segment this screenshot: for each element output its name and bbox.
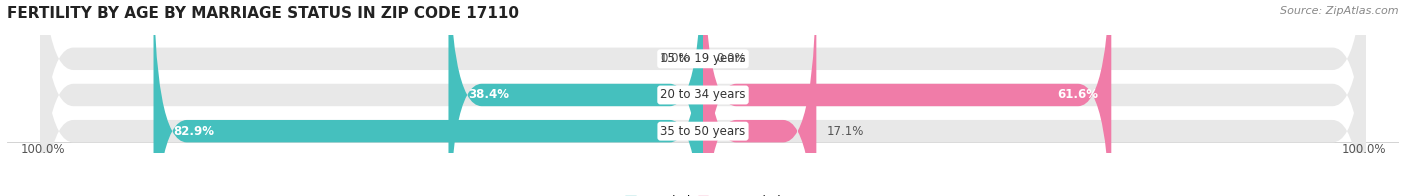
FancyBboxPatch shape <box>41 0 1365 196</box>
FancyBboxPatch shape <box>449 0 703 196</box>
Text: 17.1%: 17.1% <box>827 125 863 138</box>
Text: 0.0%: 0.0% <box>661 52 690 65</box>
Text: 61.6%: 61.6% <box>1057 88 1098 102</box>
FancyBboxPatch shape <box>153 0 703 196</box>
Text: 20 to 34 years: 20 to 34 years <box>661 88 745 102</box>
Text: FERTILITY BY AGE BY MARRIAGE STATUS IN ZIP CODE 17110: FERTILITY BY AGE BY MARRIAGE STATUS IN Z… <box>7 6 519 21</box>
FancyBboxPatch shape <box>703 0 817 196</box>
Text: 35 to 50 years: 35 to 50 years <box>661 125 745 138</box>
FancyBboxPatch shape <box>703 0 1111 196</box>
Text: 15 to 19 years: 15 to 19 years <box>661 52 745 65</box>
Text: 38.4%: 38.4% <box>468 88 509 102</box>
FancyBboxPatch shape <box>41 0 1365 196</box>
Text: 0.0%: 0.0% <box>716 52 745 65</box>
Text: 82.9%: 82.9% <box>173 125 214 138</box>
FancyBboxPatch shape <box>41 0 1365 196</box>
Text: 100.0%: 100.0% <box>20 143 65 156</box>
Legend: Married, Unmarried: Married, Unmarried <box>626 195 780 196</box>
Text: 100.0%: 100.0% <box>1341 143 1386 156</box>
Text: Source: ZipAtlas.com: Source: ZipAtlas.com <box>1281 6 1399 16</box>
